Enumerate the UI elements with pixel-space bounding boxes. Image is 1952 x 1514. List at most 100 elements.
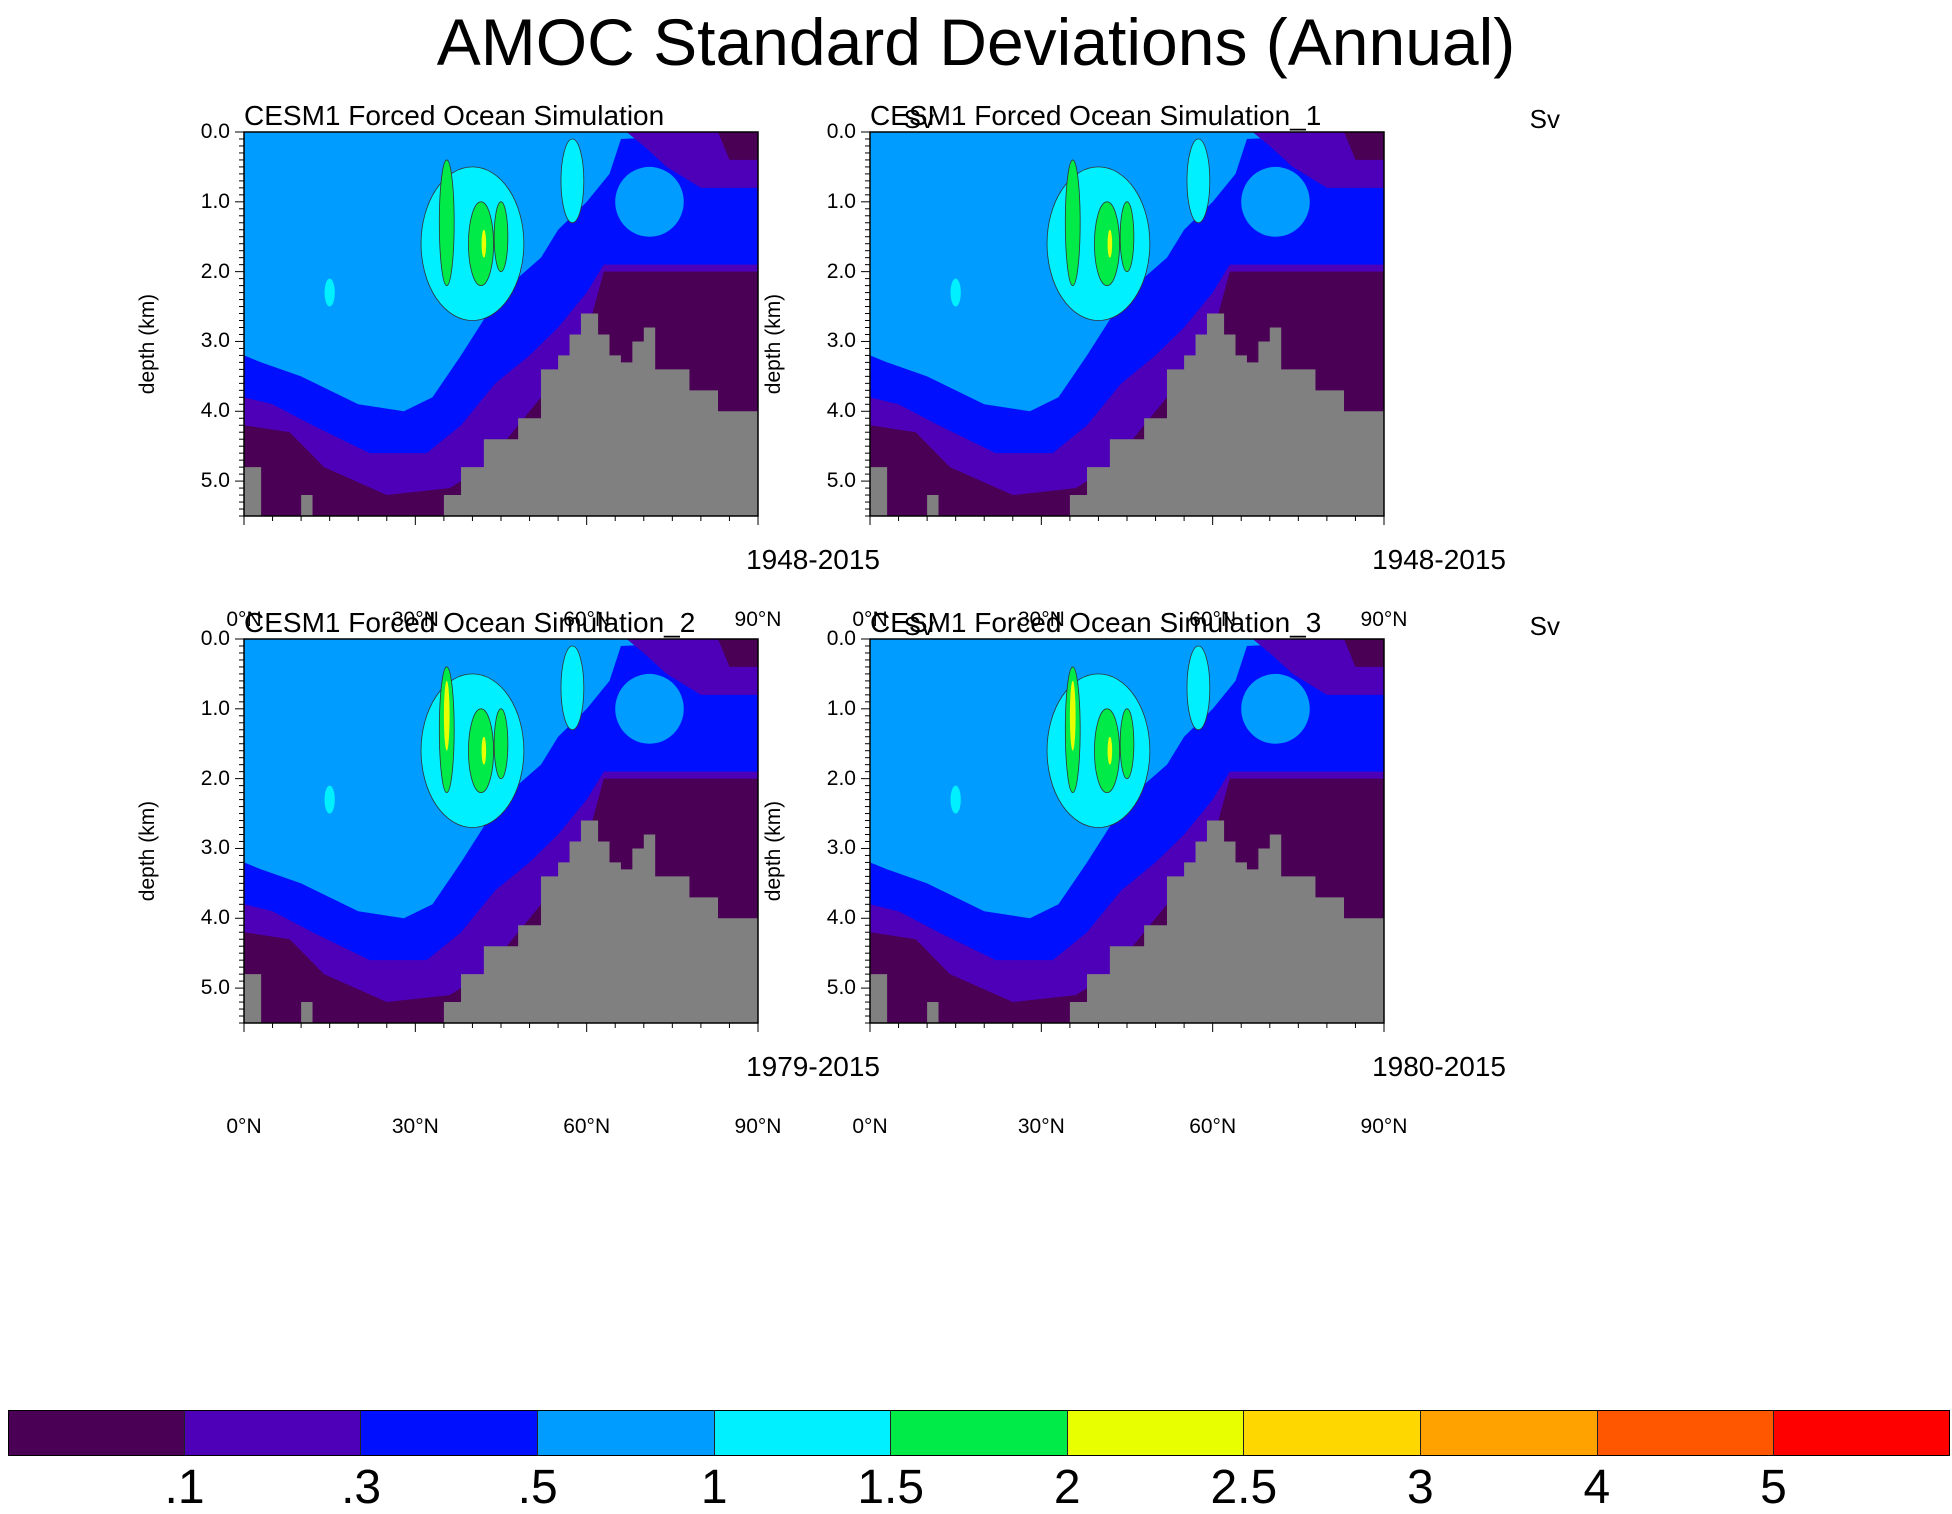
y-tick-label: 4.0 — [200, 906, 230, 930]
colorbar-swatch — [1067, 1410, 1245, 1456]
band-1-1.5-small — [324, 278, 335, 307]
band-1-1.5-north — [1186, 645, 1211, 731]
band-arctic-0.5-1 — [1241, 673, 1310, 744]
y-tick-label: 1.0 — [200, 696, 230, 720]
figure-title: AMOC Standard Deviations (Annual) — [436, 5, 1516, 79]
y-tick-label: 4.0 — [826, 906, 856, 930]
x-tick-label: 30°N — [1017, 1115, 1065, 1138]
y-tick-label: 0.0 — [200, 120, 230, 143]
panel-2: CESM1 Forced Ocean Simulation_1 Sv depth (… — [762, 100, 1666, 660]
y-tick-label: 3.0 — [826, 329, 856, 353]
y-tick-label: 2.0 — [826, 259, 856, 283]
colorbar-swatch — [891, 1410, 1068, 1456]
y-tick-label: 2.0 — [826, 766, 856, 790]
colorbar-label: 2 — [1053, 1461, 1081, 1514]
band-1-1.5-north — [1186, 138, 1211, 224]
seafloor-topography — [244, 313, 758, 516]
x-tick-label: 30°N — [1017, 608, 1065, 631]
band-arctic-0.5-1 — [1241, 166, 1310, 237]
panel-4: CESM1 Forced Ocean Simulation_3 Sv depth (… — [762, 607, 1666, 1167]
colorbar-swatch — [361, 1410, 538, 1456]
colorbar-swatch — [1421, 1410, 1598, 1456]
period-label: 1980-2015 — [1372, 1051, 1506, 1082]
colorbar-swatch — [1774, 1410, 1951, 1456]
band-arctic-below-0.1 — [718, 132, 758, 160]
band-1.5-2-c — [493, 201, 509, 273]
panel-title: CESM1 Forced Ocean Simulation_1 — [870, 100, 1322, 131]
contour-plot — [235, 638, 759, 1032]
colorbar-label: .1 — [164, 1461, 205, 1514]
period-label: 1979-2015 — [746, 1051, 880, 1082]
colorbar-label: 4 — [1583, 1461, 1611, 1514]
band-1-1.5-north — [560, 645, 585, 731]
colorbar-label: .5 — [517, 1461, 558, 1514]
y-tick-label: 5.0 — [200, 976, 230, 1000]
panel-title: CESM1 Forced Ocean Simulation — [244, 100, 665, 131]
y-tick-label: 5.0 — [826, 469, 856, 493]
x-tick-label: 90°N — [734, 1115, 782, 1138]
seafloor-topography — [870, 313, 1384, 516]
units-label: Sv — [903, 611, 934, 641]
band-arctic-0.5-1 — [615, 673, 684, 744]
y-tick-label: 2.0 — [200, 766, 230, 790]
x-tick-label: 0°N — [226, 608, 262, 631]
y-tick-label: 0.0 — [200, 627, 230, 650]
band-2-2.5-b — [443, 680, 450, 751]
colorbar-label: 5 — [1760, 1461, 1787, 1514]
band-2-2.5 — [1107, 229, 1113, 258]
band-2-2.5 — [481, 229, 487, 258]
period-label: 1948-2015 — [1372, 544, 1506, 575]
colorbar-label: 3 — [1407, 1461, 1434, 1514]
colorbar-swatch — [714, 1410, 892, 1456]
colorbar-label: .3 — [341, 1461, 382, 1514]
x-tick-label: 60°N — [1189, 1115, 1237, 1138]
units-label: Sv — [903, 104, 934, 134]
x-tick-label: 30°N — [391, 608, 439, 631]
y-tick-label: 2.0 — [200, 259, 230, 283]
band-1-1.5-small — [950, 785, 961, 814]
band-1.5-2-c — [1119, 708, 1135, 780]
band-1.5-2-b — [468, 201, 494, 286]
x-tick-label: 0°N — [852, 608, 888, 631]
y-tick-label: 1.0 — [826, 189, 856, 213]
colorbar-swatch — [1597, 1410, 1775, 1456]
band-1-1.5-small — [950, 278, 961, 307]
colorbar-label: 1 — [700, 1461, 728, 1514]
y-tick-label: 4.0 — [826, 399, 856, 423]
band-arctic-below-0.1 — [1344, 639, 1384, 667]
y-tick-label: 3.0 — [826, 836, 856, 860]
band-1.5-2 — [438, 159, 455, 286]
band-arctic-0.5-1 — [615, 166, 684, 237]
band-1-1.5-small — [324, 785, 335, 814]
units-label: Sv — [1529, 104, 1560, 134]
y-tick-label: 0.0 — [826, 627, 856, 650]
panel-3: CESM1 Forced Ocean Simulation_2 Sv depth (… — [136, 607, 1040, 1167]
colorbar-swatch — [184, 1410, 362, 1456]
x-tick-label: 60°N — [563, 1115, 611, 1138]
contour-plot — [235, 131, 759, 525]
units-label: Sv — [1529, 611, 1560, 641]
band-1.5-2-c — [493, 708, 509, 780]
y-tick-label: 5.0 — [200, 469, 230, 493]
x-tick-label: 90°N — [734, 608, 782, 631]
x-tick-label: 30°N — [391, 1115, 439, 1138]
seafloor-topography — [870, 820, 1384, 1023]
band-1.5-2-b — [1094, 708, 1120, 793]
band-2-2.5 — [481, 736, 487, 765]
band-2-2.5-b — [1069, 680, 1076, 751]
x-tick-label: 90°N — [1360, 1115, 1408, 1138]
band-arctic-below-0.1 — [718, 639, 758, 667]
y-tick-label: 5.0 — [826, 976, 856, 1000]
colorbar-swatch — [537, 1410, 715, 1456]
band-2-2.5 — [1107, 736, 1113, 765]
band-1.5-2 — [1064, 159, 1081, 286]
band-1.5-2-c — [1119, 201, 1135, 273]
y-tick-label: 4.0 — [200, 399, 230, 423]
x-tick-label: 90°N — [1360, 608, 1408, 631]
band-1.5-2-b — [1094, 201, 1120, 286]
y-tick-label: 1.0 — [200, 189, 230, 213]
contour-plot — [861, 638, 1385, 1032]
x-tick-label: 60°N — [563, 608, 611, 631]
x-tick-label: 0°N — [852, 1115, 888, 1138]
colorbar-label: 1.5 — [857, 1461, 925, 1514]
